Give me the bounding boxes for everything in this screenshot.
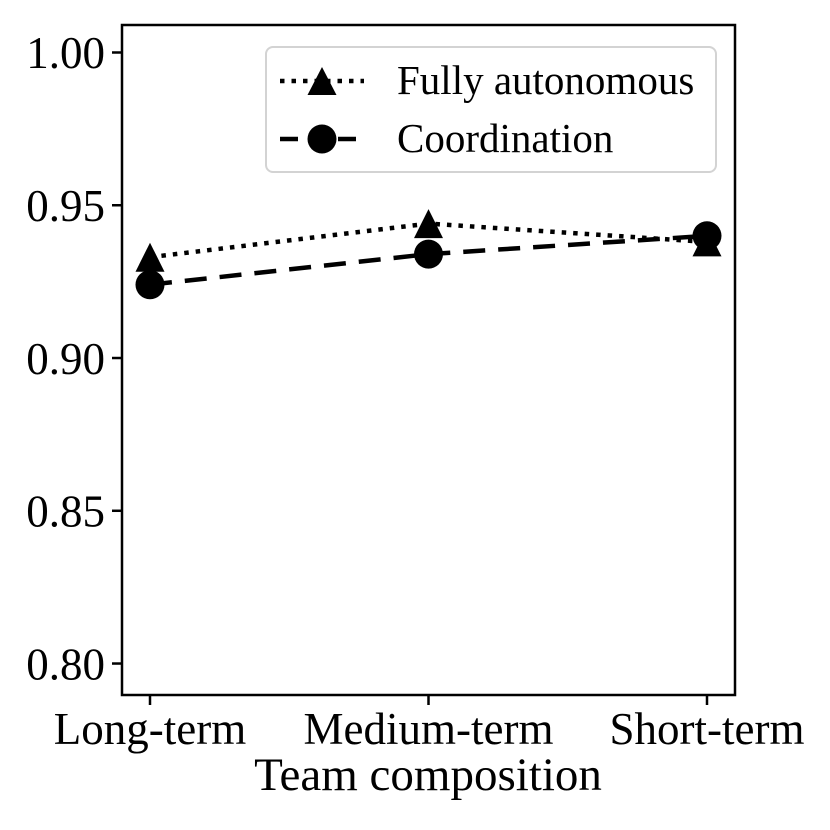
y-tick-label: 0.90 [26,334,105,384]
legend-label-coordination: Coordination [397,115,614,161]
legend-item-coordination: Coordination [280,113,715,165]
x-axis-title: Team composition [254,749,602,801]
legend-item-fully-autonomous: Fully autonomous [280,55,715,107]
data-point-circle [692,221,722,251]
y-tick-label: 0.80 [26,639,105,689]
y-tick-label: 0.85 [26,487,105,537]
data-point-circle [414,239,443,269]
x-tick-label: Long-term [54,704,246,754]
legend-label-fully-autonomous: Fully autonomous [397,57,695,103]
legend: Fully autonomous Coordination [265,46,717,173]
data-point-circle [135,270,165,300]
data-point-triangle [135,242,165,272]
dotted-line-triangle-marker-icon [280,66,364,95]
y-tick-label: 0.95 [26,181,105,231]
data-point-triangle [414,209,443,239]
series-line-0 [149,221,708,260]
y-tick-label: 1.00 [26,28,105,78]
dashed-line-circle-marker-icon [280,124,364,153]
x-tick-label: Short-term [610,704,805,754]
x-tick-label: Medium-term [304,704,554,754]
